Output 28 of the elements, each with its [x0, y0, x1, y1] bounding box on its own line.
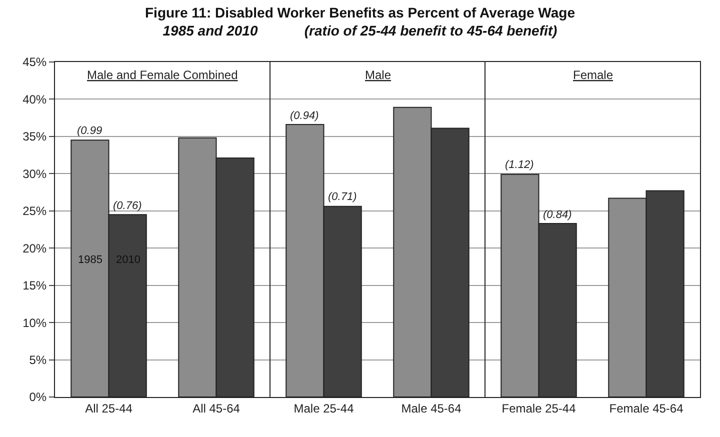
- y-tick-label: 30%: [22, 166, 47, 181]
- annotation: Male and Female Combined: [87, 68, 238, 82]
- x-tick-label: Male 45-64: [401, 401, 462, 416]
- y-tick-label: 35%: [22, 130, 47, 144]
- y-tick-label: 40%: [22, 92, 47, 106]
- y-tick-label: 15%: [22, 278, 47, 293]
- series-label: 1985: [78, 254, 102, 266]
- chart-title: Figure 11: Disabled Worker Benefits as Percent of Average Wage: [145, 4, 576, 20]
- annotation: Male: [365, 68, 392, 82]
- y-tick-label: 25%: [22, 204, 47, 218]
- annotation: (0.94): [290, 110, 320, 122]
- annotation: (0.76): [113, 200, 142, 212]
- annotation: (1.12): [505, 159, 534, 171]
- chart-subtitle: 1985 and 2010 (ratio of 25-44 benefit to 45-64 benefit): [162, 22, 558, 39]
- annotation: (0.71): [328, 191, 358, 203]
- x-tick-label: Female 25-44: [502, 401, 576, 416]
- y-tick-label: 0%: [29, 390, 47, 404]
- x-tick-label: All 45-64: [192, 401, 240, 416]
- y-tick-label: 5%: [29, 352, 47, 367]
- x-tick-label: All 25-44: [85, 401, 133, 416]
- y-tick-label: 45%: [22, 55, 47, 70]
- y-tick-label: 10%: [22, 316, 47, 330]
- annotation: (0.99: [77, 125, 102, 137]
- annotation: (0.84): [543, 209, 572, 221]
- annotation: Female: [573, 68, 614, 82]
- y-tick-label: 20%: [22, 241, 47, 256]
- x-tick-label: Female 45-64: [609, 401, 684, 416]
- x-tick-label: Male 25-44: [294, 401, 354, 416]
